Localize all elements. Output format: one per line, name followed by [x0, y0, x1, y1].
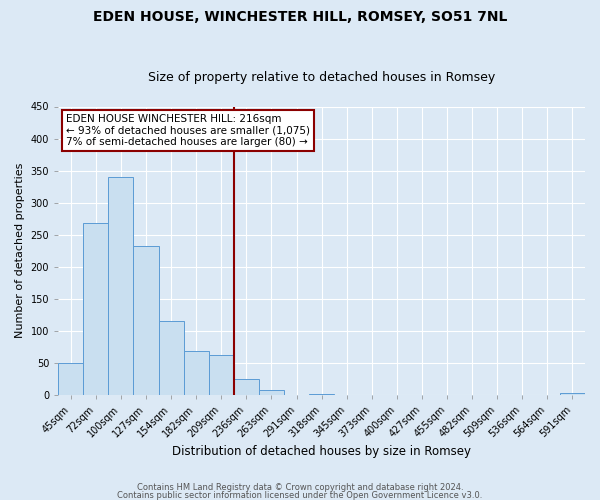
Bar	[184, 352, 209, 395]
X-axis label: Distribution of detached houses by size in Romsey: Distribution of detached houses by size …	[172, 444, 471, 458]
Bar	[83, 223, 109, 395]
Title: Size of property relative to detached houses in Romsey: Size of property relative to detached ho…	[148, 72, 495, 85]
Y-axis label: Number of detached properties: Number of detached properties	[15, 163, 25, 338]
Bar	[234, 379, 259, 395]
Text: EDEN HOUSE WINCHESTER HILL: 216sqm
← 93% of detached houses are smaller (1,075)
: EDEN HOUSE WINCHESTER HILL: 216sqm ← 93%…	[66, 114, 310, 147]
Bar	[158, 322, 184, 395]
Text: EDEN HOUSE, WINCHESTER HILL, ROMSEY, SO51 7NL: EDEN HOUSE, WINCHESTER HILL, ROMSEY, SO5…	[93, 10, 507, 24]
Bar	[209, 356, 234, 395]
Bar	[58, 363, 83, 395]
Bar	[309, 394, 334, 395]
Text: Contains public sector information licensed under the Open Government Licence v3: Contains public sector information licen…	[118, 490, 482, 500]
Bar	[133, 246, 158, 395]
Text: Contains HM Land Registry data © Crown copyright and database right 2024.: Contains HM Land Registry data © Crown c…	[137, 484, 463, 492]
Bar	[109, 177, 133, 395]
Bar	[560, 393, 585, 395]
Bar	[259, 390, 284, 395]
